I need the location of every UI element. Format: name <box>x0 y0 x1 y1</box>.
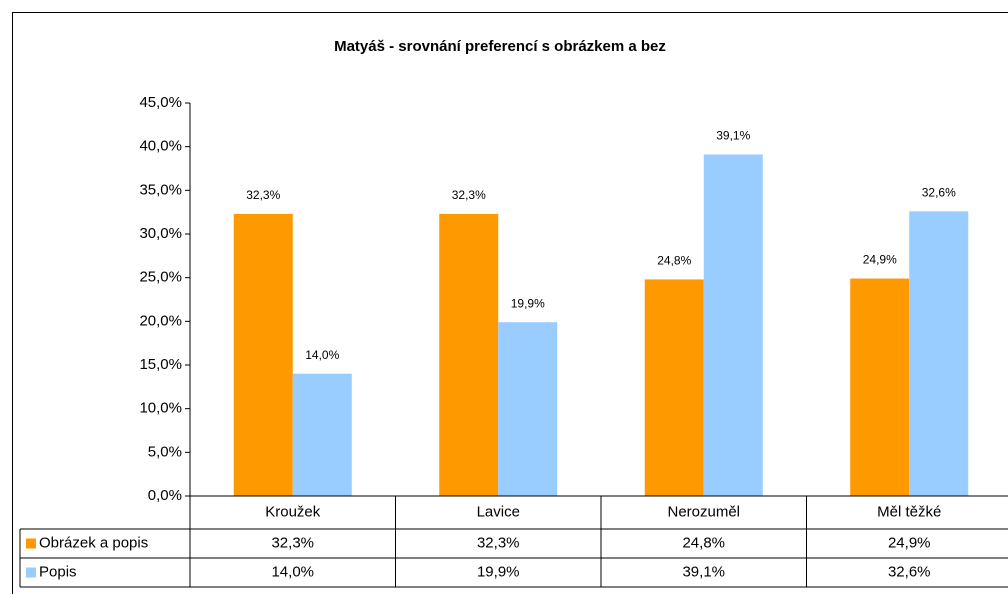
table-cell: 24,9% <box>888 534 931 551</box>
table-cell: 14,0% <box>271 563 314 580</box>
x-tick-label: Kroužek <box>265 503 321 520</box>
bar <box>233 213 293 496</box>
data-label: 32,3% <box>246 188 280 202</box>
table-cell: 32,3% <box>271 534 314 551</box>
table-cell: 19,9% <box>477 563 520 580</box>
data-label: 32,3% <box>452 188 486 202</box>
chart-border <box>12 12 1008 594</box>
y-tick-label: 25,0% <box>139 269 182 286</box>
y-tick-label: 40,0% <box>139 138 182 155</box>
table-cell: 32,3% <box>477 534 520 551</box>
y-tick-label: 10,0% <box>139 400 182 417</box>
legend-key <box>26 538 36 549</box>
bar <box>703 154 763 496</box>
chart-title: Matyáš - srovnání preferencí s obrázkem … <box>334 38 666 55</box>
data-label: 19,9% <box>511 296 545 310</box>
x-tick-label: Měl těžké <box>877 503 941 520</box>
y-tick-label: 45,0% <box>139 94 182 111</box>
bar <box>644 279 704 496</box>
data-label: 24,9% <box>863 253 897 267</box>
y-tick-label: 30,0% <box>139 225 182 242</box>
bar <box>439 213 499 496</box>
y-tick-label: 15,0% <box>139 356 182 373</box>
table-cell: 24,8% <box>682 534 725 551</box>
x-tick-label: Lavice <box>477 503 520 520</box>
bar <box>498 322 558 496</box>
y-tick-label: 0,0% <box>148 487 182 504</box>
legend-label: Popis <box>39 563 77 580</box>
table-cell: 32,6% <box>888 563 931 580</box>
legend-label: Obrázek a popis <box>39 534 148 551</box>
legend-key <box>26 567 36 578</box>
data-label: 39,1% <box>716 129 750 143</box>
x-tick-label: Nerozuměl <box>667 503 740 520</box>
table-cell: 39,1% <box>682 563 725 580</box>
bar <box>292 373 352 496</box>
y-tick-label: 35,0% <box>139 181 182 198</box>
y-tick-label: 5,0% <box>148 443 182 460</box>
data-label: 24,8% <box>657 254 691 268</box>
y-tick-label: 20,0% <box>139 312 182 329</box>
bar <box>850 278 910 496</box>
bar <box>909 211 969 496</box>
data-label: 32,6% <box>922 185 956 199</box>
data-label: 14,0% <box>305 348 339 362</box>
